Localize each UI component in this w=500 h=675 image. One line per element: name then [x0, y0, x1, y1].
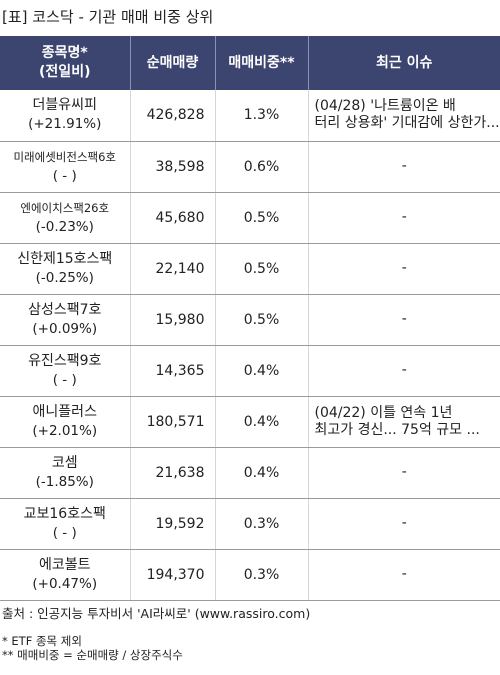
- recent-issue-cell[interactable]: (04/28) '나트륨이온 배 터리 상용화' 기대감에 상한가...: [308, 90, 500, 142]
- stock-change: ( - ): [52, 524, 77, 541]
- table-row: 엔에이치스팩26호 (-0.23%) 45,680 0.5% -: [0, 192, 500, 244]
- net-volume-cell: 19,592: [130, 498, 216, 550]
- table-row: 신한제15호스팩 (-0.25%) 22,140 0.5% -: [0, 243, 500, 295]
- table-row: 애니플러스 (+2.01%) 180,571 0.4% (04/22) 이틀 연속 1년…: [0, 396, 500, 448]
- stock-change: (+0.47%): [32, 575, 98, 592]
- footnotes: * ETF 종목 제외 ** 매매비중 = 순매매량 / 상장주식수: [0, 634, 500, 662]
- header-trade-ratio: 매매비중**: [215, 36, 309, 90]
- recent-issue-text: -: [401, 311, 407, 327]
- recent-issue-text: -: [401, 158, 407, 174]
- recent-issue-text: -: [401, 209, 407, 225]
- table-row: 교보16호스팩 ( - ) 19,592 0.3% -: [0, 498, 500, 550]
- stock-name: 삼성스팩7호: [28, 301, 102, 318]
- stock-name-cell: 엔에이치스팩26호 (-0.23%): [0, 192, 131, 244]
- net-volume-cell: 14,365: [130, 345, 216, 397]
- header-stock-name-label: 종목명* (전일비): [39, 45, 91, 80]
- stock-name: 엔에이치스팩26호: [20, 200, 110, 215]
- stock-name-cell: 신한제15호스팩 (-0.25%): [0, 243, 131, 295]
- table-row: 유진스팩9호 ( - ) 14,365 0.4% -: [0, 345, 500, 397]
- trade-ratio-cell: 0.4%: [215, 345, 309, 397]
- trade-ratio-cell: 0.6%: [215, 141, 309, 193]
- recent-issue-cell: -: [308, 294, 500, 346]
- table-row: 에코볼트 (+0.47%) 194,370 0.3% -: [0, 549, 500, 601]
- stock-name-cell: 미래에셋비전스팩6호 ( - ): [0, 141, 131, 193]
- recent-issue-text: (04/22) 이틀 연속 1년 최고가 경신... 75억 규모 ...: [314, 404, 480, 438]
- table-row: 미래에셋비전스팩6호 ( - ) 38,598 0.6% -: [0, 141, 500, 193]
- recent-issue-text: (04/28) '나트륨이온 배 터리 상용화' 기대감에 상한가...: [314, 98, 500, 132]
- stock-change: (-1.85%): [35, 473, 94, 490]
- recent-issue-cell: -: [308, 243, 500, 295]
- table-row: 삼성스팩7호 (+0.09%) 15,980 0.5% -: [0, 294, 500, 346]
- table-header-row: 종목명* (전일비) 순매매량 매매비중** 최근 이슈: [0, 36, 500, 90]
- recent-issue-cell[interactable]: (04/22) 이틀 연속 1년 최고가 경신... 75억 규모 ...: [308, 396, 500, 448]
- footnote-etf: * ETF 종목 제외: [2, 634, 82, 648]
- recent-issue-text: -: [401, 362, 407, 378]
- net-volume-cell: 22,140: [130, 243, 216, 295]
- recent-issue-text: -: [401, 260, 407, 276]
- source-note: 출처 : 인공지능 투자비서 'AI라씨로' (www.rassiro.com): [2, 606, 311, 621]
- stock-change: (-0.23%): [35, 218, 94, 235]
- table-title: [표] 코스닥 - 기관 매매 비중 상위: [2, 8, 214, 26]
- net-volume-cell: 15,980: [130, 294, 216, 346]
- stock-change: (+21.91%): [28, 116, 102, 133]
- table-row: 코셈 (-1.85%) 21,638 0.4% -: [0, 447, 500, 499]
- trade-ratio-cell: 0.5%: [215, 243, 309, 295]
- stock-change: (+2.01%): [32, 422, 98, 439]
- header-stock-name: 종목명* (전일비): [0, 36, 131, 90]
- stock-name: 애니플러스: [32, 403, 97, 420]
- stock-name-cell: 더블유씨피 (+21.91%): [0, 90, 131, 142]
- stock-name: 신한제15호스팩: [17, 250, 113, 267]
- stock-name: 더블유씨피: [32, 97, 97, 114]
- footer: 출처 : 인공지능 투자비서 'AI라씨로' (www.rassiro.com)…: [0, 606, 500, 662]
- header-net-volume-label: 순매매량: [146, 54, 199, 71]
- stock-name: 유진스팩9호: [28, 352, 102, 369]
- trade-ratio-cell: 0.5%: [215, 294, 309, 346]
- recent-issue-cell: -: [308, 141, 500, 193]
- stock-name: 교보16호스팩: [23, 505, 106, 522]
- stock-change: (-0.25%): [35, 269, 94, 286]
- header-recent-issue: 최근 이슈: [308, 36, 500, 90]
- stock-name: 에코볼트: [38, 556, 91, 573]
- trade-ratio-cell: 0.4%: [215, 447, 309, 499]
- trade-ratio-cell: 0.4%: [215, 396, 309, 448]
- trade-ratio-cell: 0.3%: [215, 549, 309, 601]
- stock-name-cell: 삼성스팩7호 (+0.09%): [0, 294, 131, 346]
- recent-issue-cell: -: [308, 498, 500, 550]
- stock-name-cell: 애니플러스 (+2.01%): [0, 396, 131, 448]
- header-net-volume: 순매매량: [130, 36, 216, 90]
- net-volume-cell: 426,828: [130, 90, 216, 142]
- stock-name-cell: 에코볼트 (+0.47%): [0, 549, 131, 601]
- trade-ratio-cell: 1.3%: [215, 90, 309, 142]
- recent-issue-text: -: [401, 464, 407, 480]
- net-volume-cell: 38,598: [130, 141, 216, 193]
- stock-change: ( - ): [52, 167, 77, 184]
- header-recent-issue-label: 최근 이슈: [376, 54, 433, 71]
- stock-change: ( - ): [52, 371, 77, 388]
- stock-change: (+0.09%): [32, 320, 98, 337]
- recent-issue-text: -: [401, 515, 407, 531]
- stock-name-cell: 유진스팩9호 ( - ): [0, 345, 131, 397]
- recent-issue-cell: -: [308, 192, 500, 244]
- recent-issue-cell: -: [308, 447, 500, 499]
- institution-trading-table: 종목명* (전일비) 순매매량 매매비중** 최근 이슈 더블유씨피 (+21.9…: [0, 36, 500, 601]
- net-volume-cell: 21,638: [130, 447, 216, 499]
- header-trade-ratio-label: 매매비중**: [228, 54, 295, 71]
- table-row: 더블유씨피 (+21.91%) 426,828 1.3% (04/28) '나트륨이온 …: [0, 90, 500, 142]
- recent-issue-cell: -: [308, 345, 500, 397]
- stock-name: 미래에셋비전스팩6호: [13, 149, 117, 164]
- net-volume-cell: 194,370: [130, 549, 216, 601]
- trade-ratio-cell: 0.3%: [215, 498, 309, 550]
- net-volume-cell: 180,571: [130, 396, 216, 448]
- trade-ratio-cell: 0.5%: [215, 192, 309, 244]
- net-volume-cell: 45,680: [130, 192, 216, 244]
- stock-name-cell: 코셈 (-1.85%): [0, 447, 131, 499]
- footnote-ratio: ** 매매비중 = 순매매량 / 상장주식수: [2, 648, 183, 662]
- recent-issue-text: -: [401, 566, 407, 582]
- stock-name: 코셈: [51, 454, 78, 471]
- stock-name-cell: 교보16호스팩 ( - ): [0, 498, 131, 550]
- recent-issue-cell: -: [308, 549, 500, 601]
